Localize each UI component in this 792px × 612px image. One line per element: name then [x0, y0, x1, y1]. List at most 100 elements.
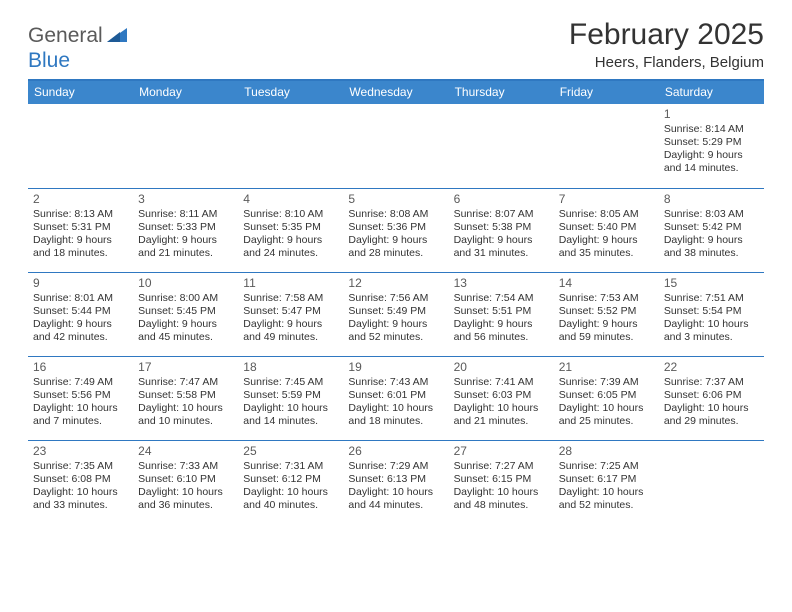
sunset-text: Sunset: 5:49 PM [348, 305, 443, 318]
daylight-text: Daylight: 9 hours [138, 234, 233, 247]
sunrise-text: Sunrise: 8:08 AM [348, 208, 443, 221]
calendar-cell [659, 440, 764, 524]
sunset-text: Sunset: 5:36 PM [348, 221, 443, 234]
sunrise-text: Sunrise: 8:14 AM [664, 123, 759, 136]
sunset-text: Sunset: 6:01 PM [348, 389, 443, 402]
calendar-cell: 18Sunrise: 7:45 AMSunset: 5:59 PMDayligh… [238, 356, 343, 440]
day-number: 9 [33, 276, 128, 291]
day-number: 10 [138, 276, 233, 291]
sunrise-text: Sunrise: 7:35 AM [33, 460, 128, 473]
day-number: 11 [243, 276, 338, 291]
daylight-text: Daylight: 10 hours [559, 402, 654, 415]
sunset-text: Sunset: 5:54 PM [664, 305, 759, 318]
daylight-text: and 31 minutes. [454, 247, 549, 260]
sunset-text: Sunset: 5:51 PM [454, 305, 549, 318]
day-number: 4 [243, 192, 338, 207]
sunset-text: Sunset: 6:10 PM [138, 473, 233, 486]
daylight-text: Daylight: 10 hours [348, 402, 443, 415]
day-number: 6 [454, 192, 549, 207]
calendar-cell: 27Sunrise: 7:27 AMSunset: 6:15 PMDayligh… [449, 440, 554, 524]
daylight-text: Daylight: 9 hours [33, 234, 128, 247]
day-number: 27 [454, 444, 549, 459]
calendar-cell [133, 104, 238, 188]
calendar-cell [554, 104, 659, 188]
calendar-grid: 1Sunrise: 8:14 AMSunset: 5:29 PMDaylight… [28, 104, 764, 524]
sunset-text: Sunset: 5:29 PM [664, 136, 759, 149]
sunrise-text: Sunrise: 7:41 AM [454, 376, 549, 389]
day-number: 23 [33, 444, 128, 459]
daylight-text: Daylight: 9 hours [243, 318, 338, 331]
sunrise-text: Sunrise: 8:10 AM [243, 208, 338, 221]
sunset-text: Sunset: 5:42 PM [664, 221, 759, 234]
daylight-text: Daylight: 9 hours [348, 318, 443, 331]
sunset-text: Sunset: 5:52 PM [559, 305, 654, 318]
sunset-text: Sunset: 5:35 PM [243, 221, 338, 234]
daylight-text: and 56 minutes. [454, 331, 549, 344]
calendar-cell: 9Sunrise: 8:01 AMSunset: 5:44 PMDaylight… [28, 272, 133, 356]
daylight-text: Daylight: 10 hours [559, 486, 654, 499]
day-number: 18 [243, 360, 338, 375]
calendar-cell [449, 104, 554, 188]
page-title: February 2025 [569, 18, 764, 52]
daylight-text: Daylight: 9 hours [664, 149, 759, 162]
day-number: 28 [559, 444, 654, 459]
daylight-text: and 29 minutes. [664, 415, 759, 428]
sunset-text: Sunset: 6:17 PM [559, 473, 654, 486]
calendar-cell: 7Sunrise: 8:05 AMSunset: 5:40 PMDaylight… [554, 188, 659, 272]
sunrise-text: Sunrise: 7:37 AM [664, 376, 759, 389]
day-number: 1 [664, 107, 759, 122]
calendar-page: General February 2025 Heers, Flanders, B… [0, 0, 792, 542]
sunrise-text: Sunrise: 8:07 AM [454, 208, 549, 221]
sunrise-text: Sunrise: 7:45 AM [243, 376, 338, 389]
brand-text-1: General [28, 24, 103, 48]
calendar-cell: 4Sunrise: 8:10 AMSunset: 5:35 PMDaylight… [238, 188, 343, 272]
calendar-cell: 3Sunrise: 8:11 AMSunset: 5:33 PMDaylight… [133, 188, 238, 272]
daylight-text: and 35 minutes. [559, 247, 654, 260]
daylight-text: Daylight: 9 hours [348, 234, 443, 247]
calendar-cell: 12Sunrise: 7:56 AMSunset: 5:49 PMDayligh… [343, 272, 448, 356]
daylight-text: Daylight: 10 hours [243, 402, 338, 415]
daylight-text: and 14 minutes. [664, 162, 759, 175]
daylight-text: and 49 minutes. [243, 331, 338, 344]
weekday-header: Monday [133, 81, 238, 104]
weekday-header: Thursday [449, 81, 554, 104]
calendar-cell: 5Sunrise: 8:08 AMSunset: 5:36 PMDaylight… [343, 188, 448, 272]
sunrise-text: Sunrise: 8:13 AM [33, 208, 128, 221]
daylight-text: and 3 minutes. [664, 331, 759, 344]
sunrise-text: Sunrise: 8:01 AM [33, 292, 128, 305]
sunrise-text: Sunrise: 7:47 AM [138, 376, 233, 389]
daylight-text: and 52 minutes. [559, 499, 654, 512]
sunset-text: Sunset: 5:47 PM [243, 305, 338, 318]
weekday-header: Sunday [28, 81, 133, 104]
calendar-cell: 16Sunrise: 7:49 AMSunset: 5:56 PMDayligh… [28, 356, 133, 440]
daylight-text: and 59 minutes. [559, 331, 654, 344]
sunrise-text: Sunrise: 7:56 AM [348, 292, 443, 305]
day-number: 25 [243, 444, 338, 459]
daylight-text: Daylight: 9 hours [454, 234, 549, 247]
daylight-text: Daylight: 9 hours [454, 318, 549, 331]
calendar-cell: 8Sunrise: 8:03 AMSunset: 5:42 PMDaylight… [659, 188, 764, 272]
sunrise-text: Sunrise: 7:53 AM [559, 292, 654, 305]
day-number: 24 [138, 444, 233, 459]
title-block: February 2025 Heers, Flanders, Belgium [569, 18, 764, 71]
calendar-cell: 11Sunrise: 7:58 AMSunset: 5:47 PMDayligh… [238, 272, 343, 356]
sunset-text: Sunset: 6:06 PM [664, 389, 759, 402]
sunset-text: Sunset: 5:40 PM [559, 221, 654, 234]
daylight-text: and 48 minutes. [454, 499, 549, 512]
sunrise-text: Sunrise: 7:43 AM [348, 376, 443, 389]
daylight-text: and 45 minutes. [138, 331, 233, 344]
daylight-text: Daylight: 10 hours [33, 486, 128, 499]
sunset-text: Sunset: 5:44 PM [33, 305, 128, 318]
daylight-text: and 7 minutes. [33, 415, 128, 428]
sunrise-text: Sunrise: 8:11 AM [138, 208, 233, 221]
daylight-text: Daylight: 10 hours [138, 486, 233, 499]
daylight-text: Daylight: 10 hours [664, 402, 759, 415]
day-number: 26 [348, 444, 443, 459]
sunrise-text: Sunrise: 7:27 AM [454, 460, 549, 473]
sunrise-text: Sunrise: 7:39 AM [559, 376, 654, 389]
day-number: 3 [138, 192, 233, 207]
weekday-header: Wednesday [343, 81, 448, 104]
daylight-text: and 36 minutes. [138, 499, 233, 512]
daylight-text: Daylight: 10 hours [454, 402, 549, 415]
daylight-text: and 18 minutes. [348, 415, 443, 428]
